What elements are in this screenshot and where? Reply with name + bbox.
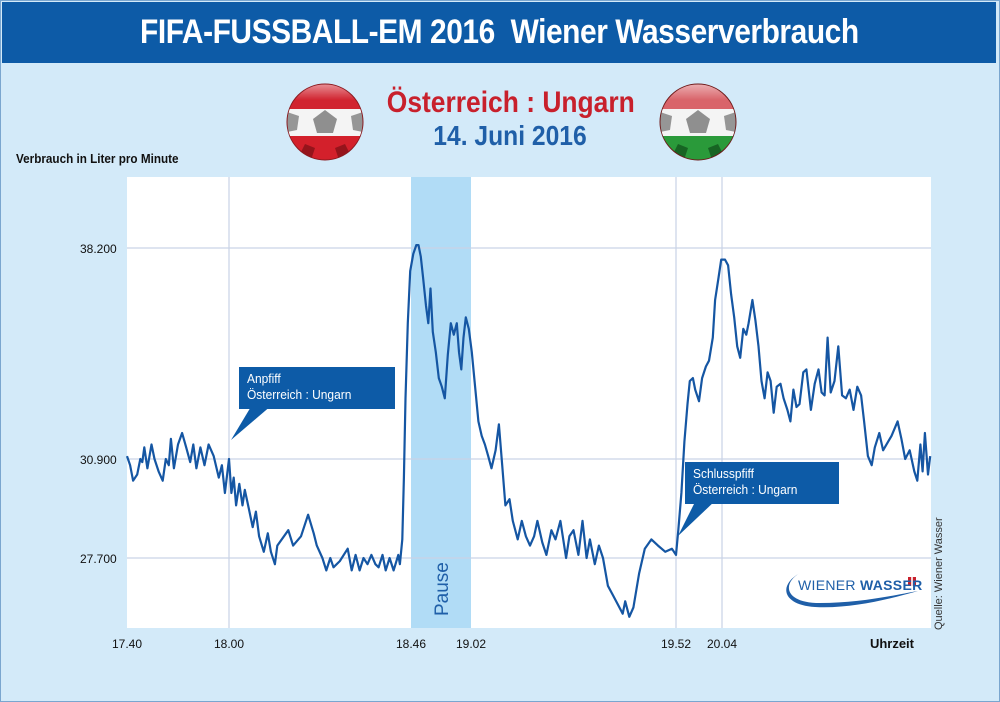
annotation-kickoff-line2: Österreich : Ungarn [247, 387, 352, 402]
logo-swoosh-icon [786, 573, 918, 608]
logo-text: WIENER WASSER [798, 577, 923, 593]
y-axis-label: Verbrauch in Liter pro Minute [16, 151, 179, 166]
logo-word1: WIENER [798, 577, 856, 593]
x-tick-label: 19.02 [456, 637, 486, 651]
annotation-kickoff: Anpfiff Österreich : Ungarn [239, 367, 395, 409]
pause-label: Pause [432, 562, 453, 616]
match-info: Österreich : Ungarn 14. Juni 2016 [370, 86, 650, 152]
x-tick-label: 18.46 [396, 637, 426, 651]
austria-flag-ball-icon [286, 83, 364, 161]
series-line-verbrauch [125, 244, 932, 618]
hungary-flag-ball-icon [659, 83, 737, 161]
x-tick-label: 20.04 [707, 637, 737, 651]
annotation-kickoff-pointer [231, 405, 272, 440]
y-tick-label: 38.200 [80, 242, 117, 256]
source-note: Quelle: Wiener Wasser [933, 517, 945, 630]
x-tick-label: 17.40 [112, 637, 142, 651]
x-tick-label: 18.00 [214, 637, 244, 651]
match-date: 14. Juni 2016 [433, 120, 587, 151]
annotation-kickoff-line1: Anpfiff [247, 371, 281, 386]
annotation-final-whistle-pointer [678, 500, 716, 536]
annotation-final-whistle: Schlusspfiff Österreich : Ungarn [685, 462, 839, 504]
x-axis-label: Uhrzeit [870, 636, 915, 651]
x-tick-label: 19.52 [661, 637, 691, 651]
y-tick-label: 30.900 [80, 453, 117, 467]
annotation-final-whistle-line2: Österreich : Ungarn [693, 482, 798, 497]
match-teams: Österreich : Ungarn [386, 86, 635, 119]
y-tick-label: 27.700 [80, 552, 117, 566]
annotation-final-whistle-line1: Schlusspfiff [693, 466, 754, 481]
logo-word2: WASSER [860, 577, 923, 593]
header-banner: FIFA-FUSSBALL-EM 2016 Wiener Wasserverbr… [2, 2, 996, 63]
wiener-wasser-logo: WIENER WASSER [780, 565, 923, 610]
page-title: FIFA-FUSSBALL-EM 2016 Wiener Wasserverbr… [139, 13, 859, 51]
pause-band [411, 177, 471, 628]
